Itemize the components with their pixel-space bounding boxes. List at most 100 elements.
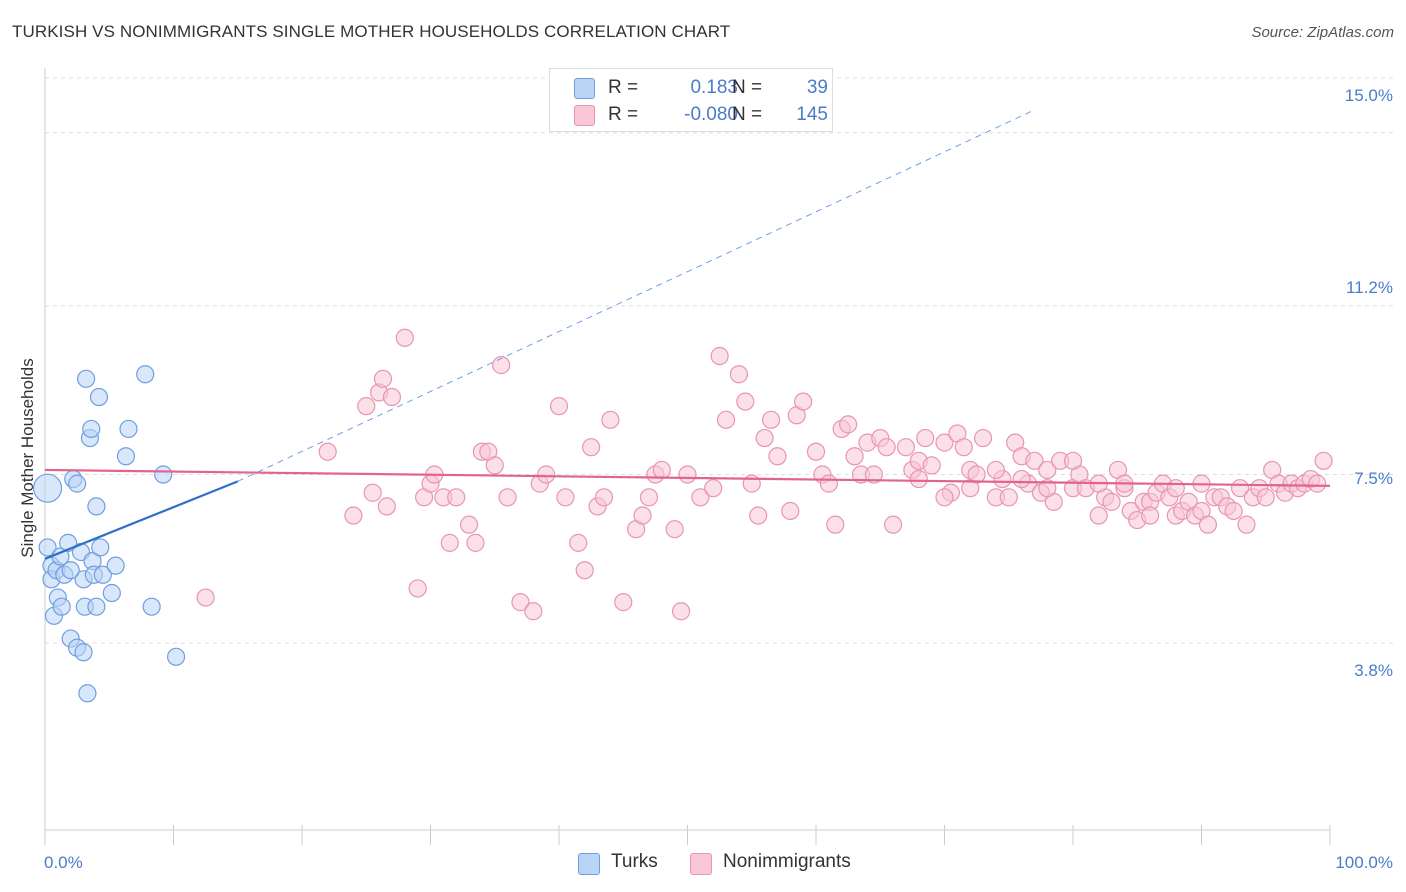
nonimmigrants-point [1038, 479, 1057, 498]
nonimmigrants-point [999, 488, 1018, 507]
nonimmigrants-point [678, 465, 697, 484]
turks-legend-swatch [578, 853, 600, 875]
nonimmigrants-point [614, 593, 633, 612]
nonimmigrants-point [1198, 515, 1218, 534]
nonimmigrants-legend-label: Nonimmigrants [723, 851, 851, 872]
nonimmigrants-point [749, 506, 768, 525]
nonimmigrants-point [716, 410, 736, 429]
nonimmigrants-point [466, 533, 485, 552]
trend-lines [44, 109, 1331, 560]
nonimmigrants-point [459, 515, 479, 534]
y-axis-label: Single Mother Households [18, 358, 37, 558]
nonimmigrants-point [761, 410, 781, 429]
nonimmigrants-point [1140, 506, 1160, 525]
nonimmigrants-point [549, 397, 569, 416]
nonimmigrants-point [1314, 451, 1333, 470]
nonimmigrants-point [1224, 501, 1243, 521]
turks-point [93, 565, 112, 584]
legend-n-label: N = [732, 104, 763, 125]
correlation-legend: R = 0.183 N = 39 R = -0.080 N = 145 [549, 68, 833, 132]
turks-point [91, 538, 110, 557]
turks-point [82, 419, 101, 439]
nonimmigrants-point [511, 593, 530, 612]
nonimmigrants-point [575, 561, 594, 580]
nonimmigrants-legend-swatch [690, 853, 712, 875]
nonimmigrants-point [665, 520, 684, 539]
nonimmigrants-point [1102, 492, 1121, 511]
nonimmigrants-point [652, 460, 671, 480]
nonimmigrants-point [922, 456, 941, 475]
nonimmigrants-point [845, 447, 864, 466]
nonimmigrants-point [196, 588, 215, 607]
nonimmigrants-point [806, 442, 826, 461]
turks-point [89, 387, 109, 407]
nonimmigrants-point [601, 410, 620, 429]
nonimmigrants-point [729, 365, 749, 384]
nonimmigrants-point [1256, 488, 1275, 507]
nonimmigrants-point [864, 465, 883, 484]
nonimmigrants-point [986, 460, 1006, 480]
turks-point [61, 561, 80, 580]
turks-swatch [574, 78, 595, 99]
legend-r-value-turks: 0.183 [690, 77, 738, 98]
nonimmigrants-point [1038, 460, 1057, 480]
turks-point [78, 684, 97, 703]
legend-r-label: R = [608, 77, 639, 98]
nonimmigrants-point [633, 506, 652, 525]
nonimmigrants-point [1237, 515, 1256, 534]
nonimmigrants-point [935, 488, 954, 507]
nonimmigrants-point [537, 465, 556, 484]
turks-point [116, 447, 136, 466]
turks-trend-line [44, 480, 239, 560]
y-tick-label-7-5: 7.5% [1354, 469, 1393, 488]
nonimmigrants-point [909, 469, 928, 489]
legend-n-value-nonimmigrants: 145 [796, 104, 828, 125]
nonimmigrants-point [594, 488, 614, 507]
nonimmigrants-point [395, 328, 414, 347]
nonimmigrants-trend-line [44, 468, 1331, 488]
turks-point [52, 597, 71, 616]
turks-points [32, 365, 186, 703]
nonimmigrants-point [357, 397, 376, 416]
nonimmigrants-point [377, 497, 396, 516]
nonimmigrants-point [781, 501, 800, 521]
legend-r-value-nonimmigrants: -0.080 [684, 104, 738, 125]
nonimmigrants-point [492, 356, 511, 375]
nonimmigrants-point [671, 602, 691, 621]
nonimmigrants-point [896, 438, 916, 457]
nonimmigrants-point [1025, 451, 1044, 470]
nonimmigrants-point [447, 488, 466, 507]
nonimmigrants-point [524, 602, 543, 621]
turks-point [74, 643, 93, 662]
nonimmigrants-points [196, 328, 1333, 621]
nonimmigrants-point [569, 533, 588, 552]
nonimmigrants-point [973, 428, 993, 448]
nonimmigrants-point [755, 428, 774, 448]
legend-r-label: R = [608, 104, 639, 125]
turks-point [77, 369, 96, 388]
turks-point [87, 597, 106, 616]
turks-point [38, 538, 57, 557]
turks-legend-label: Turks [611, 851, 658, 872]
y-tick-label-3-8: 3.8% [1354, 661, 1393, 680]
nonimmigrants-point [582, 438, 601, 457]
axis-layer [44, 68, 1331, 845]
nonimmigrants-point [877, 438, 896, 457]
nonimmigrants-point [440, 533, 459, 552]
nonimmigrants-swatch [574, 105, 595, 126]
turks-point [106, 556, 125, 575]
nonimmigrants-point [382, 387, 402, 407]
nonimmigrants-point [819, 474, 838, 493]
nonimmigrants-point [344, 506, 363, 525]
turks-point [142, 597, 161, 616]
nonimmigrants-point [363, 483, 382, 502]
x-tick-label-0: 0.0% [44, 853, 83, 872]
nonimmigrants-point [498, 488, 517, 507]
nonimmigrants-point [639, 488, 659, 507]
nonimmigrants-point [1012, 469, 1031, 489]
nonimmigrants-point [954, 438, 973, 457]
nonimmigrants-point [839, 415, 858, 434]
nonimmigrants-point [736, 392, 755, 411]
nonimmigrants-point [961, 479, 980, 498]
